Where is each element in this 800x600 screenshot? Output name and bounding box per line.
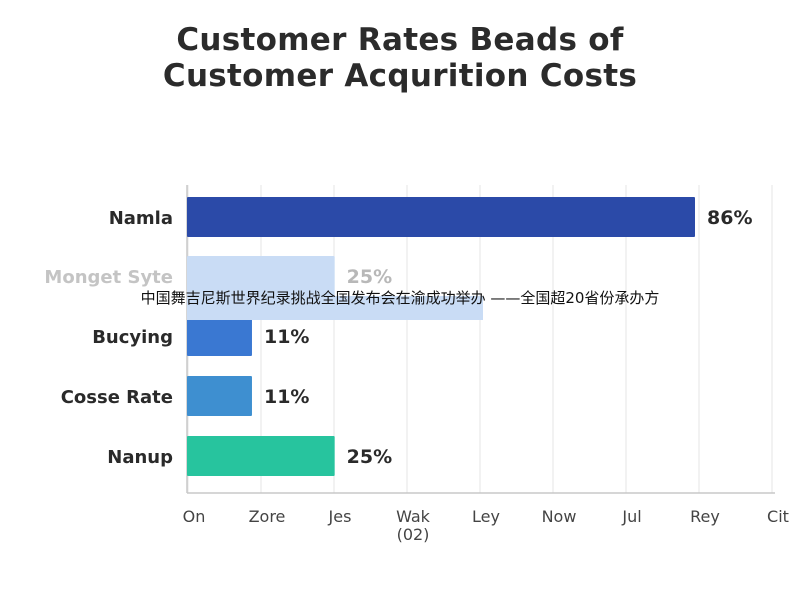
x-tick-label: Wak — [396, 507, 431, 526]
bar — [187, 316, 252, 356]
chart-title: Customer Rates Beads of Customer Acqurit… — [0, 22, 800, 94]
x-tick-label: Now — [542, 507, 577, 526]
bar — [187, 376, 252, 416]
bar-value-label: 86% — [707, 207, 752, 229]
x-tick-label: On — [183, 507, 206, 526]
x-tick-label: Jes — [328, 507, 352, 526]
labels: 86% Namla 25% Monget Syte 11% Bucying 11% Cosse… — [44, 207, 789, 544]
bar — [187, 197, 695, 237]
faded-band — [187, 296, 483, 320]
x-tick-label: Jul — [621, 507, 641, 526]
category-label: Cosse Rate — [61, 387, 173, 408]
category-label: Bucying — [92, 327, 173, 348]
x-tick-label: Ley — [472, 507, 500, 526]
bar-value-label: 11% — [264, 386, 309, 408]
overlay-caption: 中国舞吉尼斯世界纪录挑战全国发布会在渝成功举办 ——全国超20省份承办方 — [140, 289, 660, 307]
x-tick-label: Rey — [690, 507, 720, 526]
x-tick-label: Cit — [767, 507, 789, 526]
bar-value-label: 25% — [347, 446, 392, 468]
bar-value-label: 25% — [347, 266, 392, 288]
bar — [187, 436, 335, 476]
chart-title-line-1: Customer Rates Beads of — [176, 22, 624, 58]
bars — [187, 197, 695, 476]
category-label: Nanup — [107, 447, 173, 468]
category-label: Namla — [109, 208, 173, 229]
bar — [187, 256, 335, 296]
chart-title-line-2: Customer Acqurition Costs — [162, 58, 638, 94]
x-tick-label: (02) — [397, 525, 430, 544]
category-label: Monget Syte — [44, 267, 173, 288]
bar-value-label: 11% — [264, 326, 309, 348]
x-tick-label: Zore — [249, 507, 286, 526]
